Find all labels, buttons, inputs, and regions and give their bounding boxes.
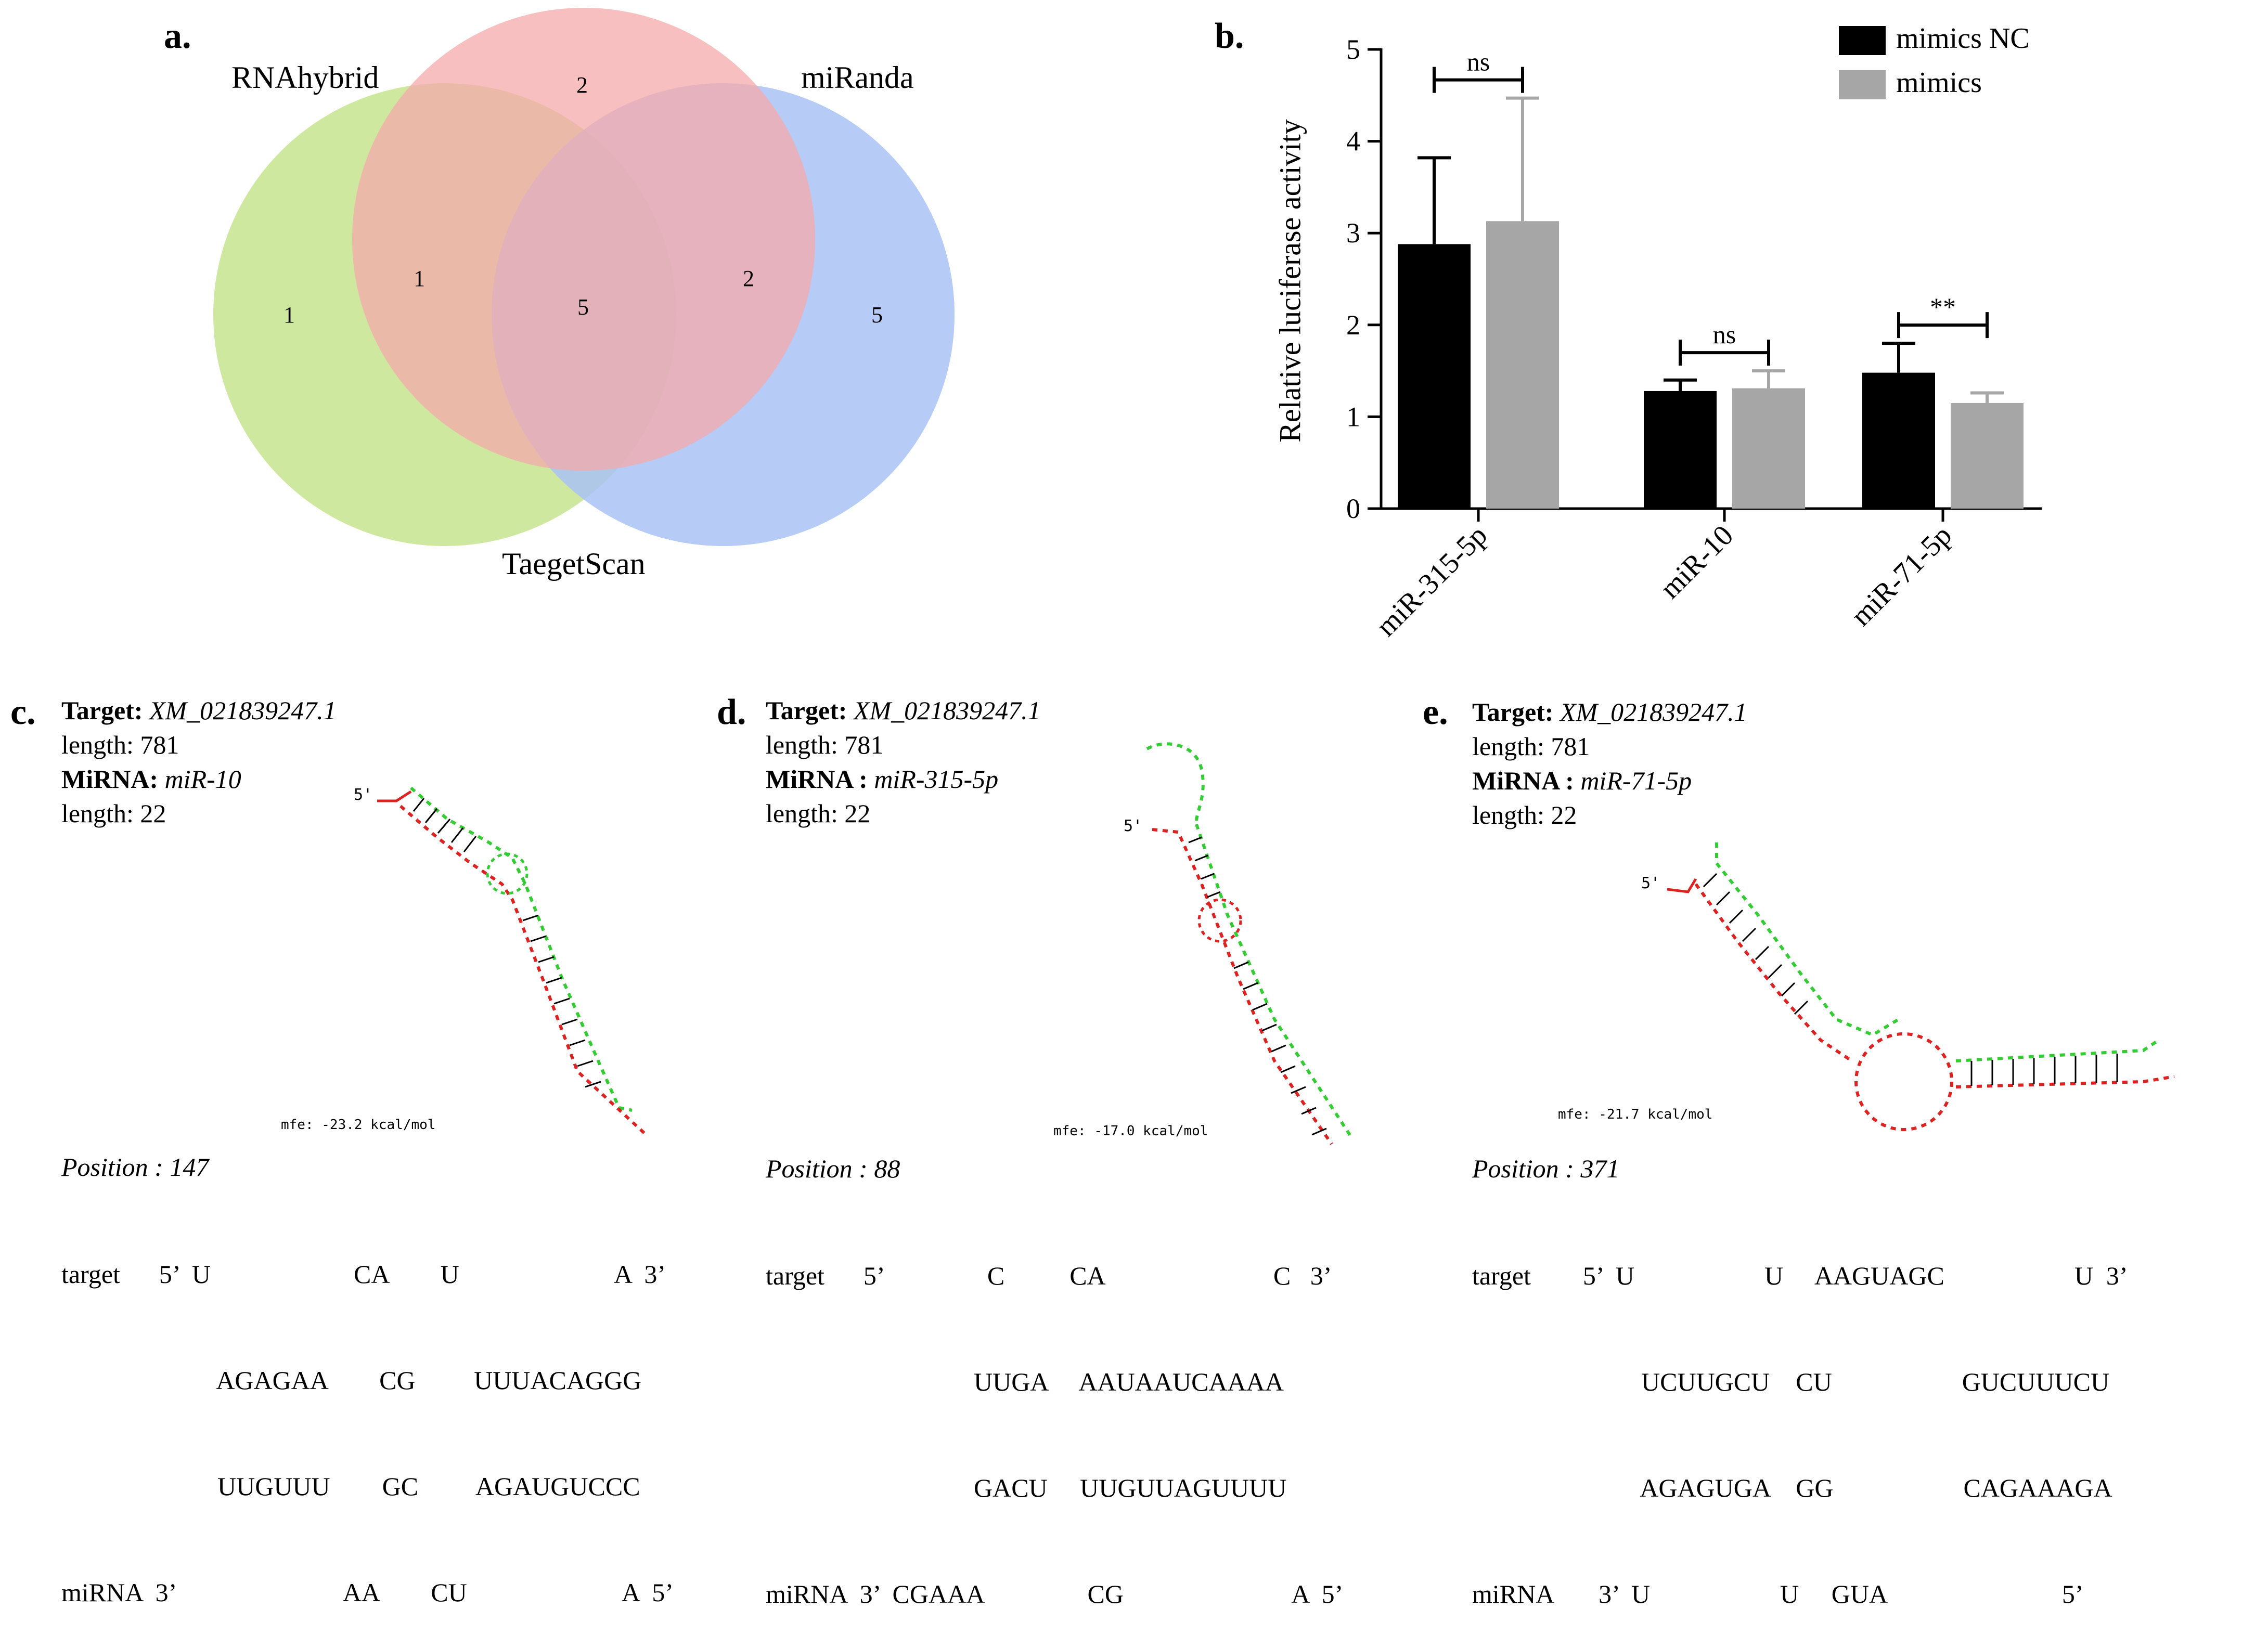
y-tick-label: 5 <box>1346 34 1360 65</box>
svg-text:5': 5' <box>1641 874 1660 892</box>
panel-e-structure: 5' <box>1641 842 2175 1131</box>
bar <box>1862 372 1935 509</box>
significance-label: ns <box>1467 47 1490 76</box>
panel-d-position: Position : 88 <box>766 1154 900 1183</box>
legend-label-mimics-nc: mimics NC <box>1896 22 2030 55</box>
venn-diagram <box>213 8 955 546</box>
panel-c-mfe: mfe: -23.2 kcal/mol <box>281 1117 436 1133</box>
panel-e-letter: e. <box>1423 692 1448 732</box>
panel-c-target: Target: XM_021839247.1 <box>61 696 337 725</box>
panel-d-length-target: length: 781 <box>766 730 884 759</box>
venn-count-rnahybrid-only: 1 <box>283 302 295 328</box>
panel-e-align-line1: target 5’ U U AAGUAGC U 3’ <box>1472 1261 2128 1290</box>
panel-c-align-line3: UUGUUU GC AGAUGUCCC <box>61 1472 640 1501</box>
panel-e-mirna: MiRNA : miR-71-5p <box>1472 766 1692 795</box>
panel-c-alignment: target 5’ U CA U A 3’ AGAGAA CG UUUACAGG… <box>61 1186 674 1645</box>
bar <box>1732 388 1805 509</box>
venn-count-all: 5 <box>577 294 589 320</box>
venn-circle-rnahybrid <box>213 83 676 546</box>
panel-e-target: Target: XM_021839247.1 <box>1472 697 1747 727</box>
panel-d-target: Target: XM_021839247.1 <box>766 696 1041 725</box>
y-tick-label: 4 <box>1346 126 1360 157</box>
panel-d-align-line4: miRNA 3’ CGAAA CG A 5’ <box>766 1579 1344 1609</box>
panel-c-letter: c. <box>10 692 36 732</box>
panel-c-align-line4: miRNA 3’ AA CU A 5’ <box>61 1578 674 1607</box>
venn-count-rna-ts: 1 <box>414 266 425 291</box>
panel-b-letter: b. <box>1215 16 1244 56</box>
svg-text:5': 5' <box>354 786 372 804</box>
venn-label-miranda: miRanda <box>801 60 914 95</box>
bar <box>1644 391 1717 509</box>
legend-swatch-mimics-nc <box>1839 26 1886 55</box>
bar-chart: 0 1 2 3 4 5 ns miR-315-5p ns miR-10 ** miR-71-5p <box>1346 34 2042 643</box>
venn-count-targetscan-only: 2 <box>576 72 588 98</box>
panel-d-length-mirna: length: 22 <box>766 799 871 828</box>
panel-c-position: Position : 147 <box>61 1152 209 1182</box>
panel-e-align-line3: AGAGUGA GG CAGAAAGA <box>1472 1473 2112 1502</box>
venn-count-ts-mir: 2 <box>743 266 754 291</box>
panel-d-alignment: target 5’ C CA C 3’ UUGA AAUAAUCAAAA GAC… <box>766 1187 1343 1647</box>
venn-label-rnahybrid: RNAhybrid <box>231 60 379 95</box>
x-tick-label: miR-10 <box>1654 519 1739 605</box>
svg-text:5': 5' <box>1124 817 1142 835</box>
y-tick-label: 1 <box>1346 401 1360 432</box>
y-axis-label: Relative luciferase activity <box>1273 119 1307 443</box>
panel-e-length-target: length: 781 <box>1472 732 1590 761</box>
panel-e-align-line2: UCUUGCU CU GUCUUUCU <box>1472 1367 2110 1396</box>
panel-e-alignment: target 5’ U U AAGUAGC U 3’ UCUUGCU CU GU… <box>1472 1187 2128 1647</box>
panel-c-info: Target: XM_021839247.1 length: 781 MiRNA… <box>61 693 337 831</box>
panel-d-letter: d. <box>717 692 746 732</box>
panel-c-align-line2: AGAGAA CG UUUACAGGG <box>61 1366 642 1395</box>
panel-e-length-mirna: length: 22 <box>1472 800 1577 829</box>
panel-d-mirna: MiRNA : miR-315-5p <box>766 764 999 794</box>
venn-count-miranda-only: 5 <box>871 302 883 328</box>
x-tick-label: miR-71-5p <box>1845 519 1958 632</box>
x-tick-label: miR-315-5p <box>1370 519 1493 642</box>
panel-c-align-line1: target 5’ U CA U A 3’ <box>61 1260 666 1289</box>
panel-e-position: Position : 371 <box>1472 1154 1620 1183</box>
panel-e-info: Target: XM_021839247.1 length: 781 MiRNA… <box>1472 695 1747 832</box>
significance-label: ns <box>1713 320 1736 349</box>
panel-e-align-line4: miRNA 3’ U U GUA 5’ <box>1472 1579 2084 1609</box>
venn-circle-miranda <box>492 83 955 546</box>
legend-label-mimics: mimics <box>1896 67 1982 99</box>
significance-label: ** <box>1930 292 1956 321</box>
y-tick-label: 3 <box>1346 217 1360 249</box>
panel-e-mfe: mfe: -21.7 kcal/mol <box>1558 1107 1713 1122</box>
panel-a-letter: a. <box>164 16 191 56</box>
legend-swatch-mimics <box>1839 70 1886 99</box>
panel-d-align-line2: UUGA AAUAAUCAAAA <box>766 1367 1284 1396</box>
bar <box>1951 403 2024 509</box>
panel-c-length-target: length: 781 <box>61 730 179 759</box>
y-tick-label: 0 <box>1346 493 1360 524</box>
venn-label-targetscan: TaegetScan <box>502 547 646 581</box>
panel-c-length-mirna: length: 22 <box>61 799 166 828</box>
panel-d-mfe: mfe: -17.0 kcal/mol <box>1053 1123 1208 1139</box>
panel-d-info: Target: XM_021839247.1 length: 781 MiRNA… <box>766 693 1041 831</box>
panel-d-align-line1: target 5’ C CA C 3’ <box>766 1261 1332 1290</box>
bar <box>1486 221 1559 509</box>
panel-c-mirna: MiRNA: miR-10 <box>61 764 241 794</box>
panel-c-structure: 5' <box>354 786 647 1135</box>
y-tick-label: 2 <box>1346 309 1360 341</box>
panel-d-align-line3: GACU UUGUUAGUUUU <box>766 1473 1287 1502</box>
panel-d-structure: 5' <box>1124 742 1354 1145</box>
bar <box>1398 244 1471 509</box>
